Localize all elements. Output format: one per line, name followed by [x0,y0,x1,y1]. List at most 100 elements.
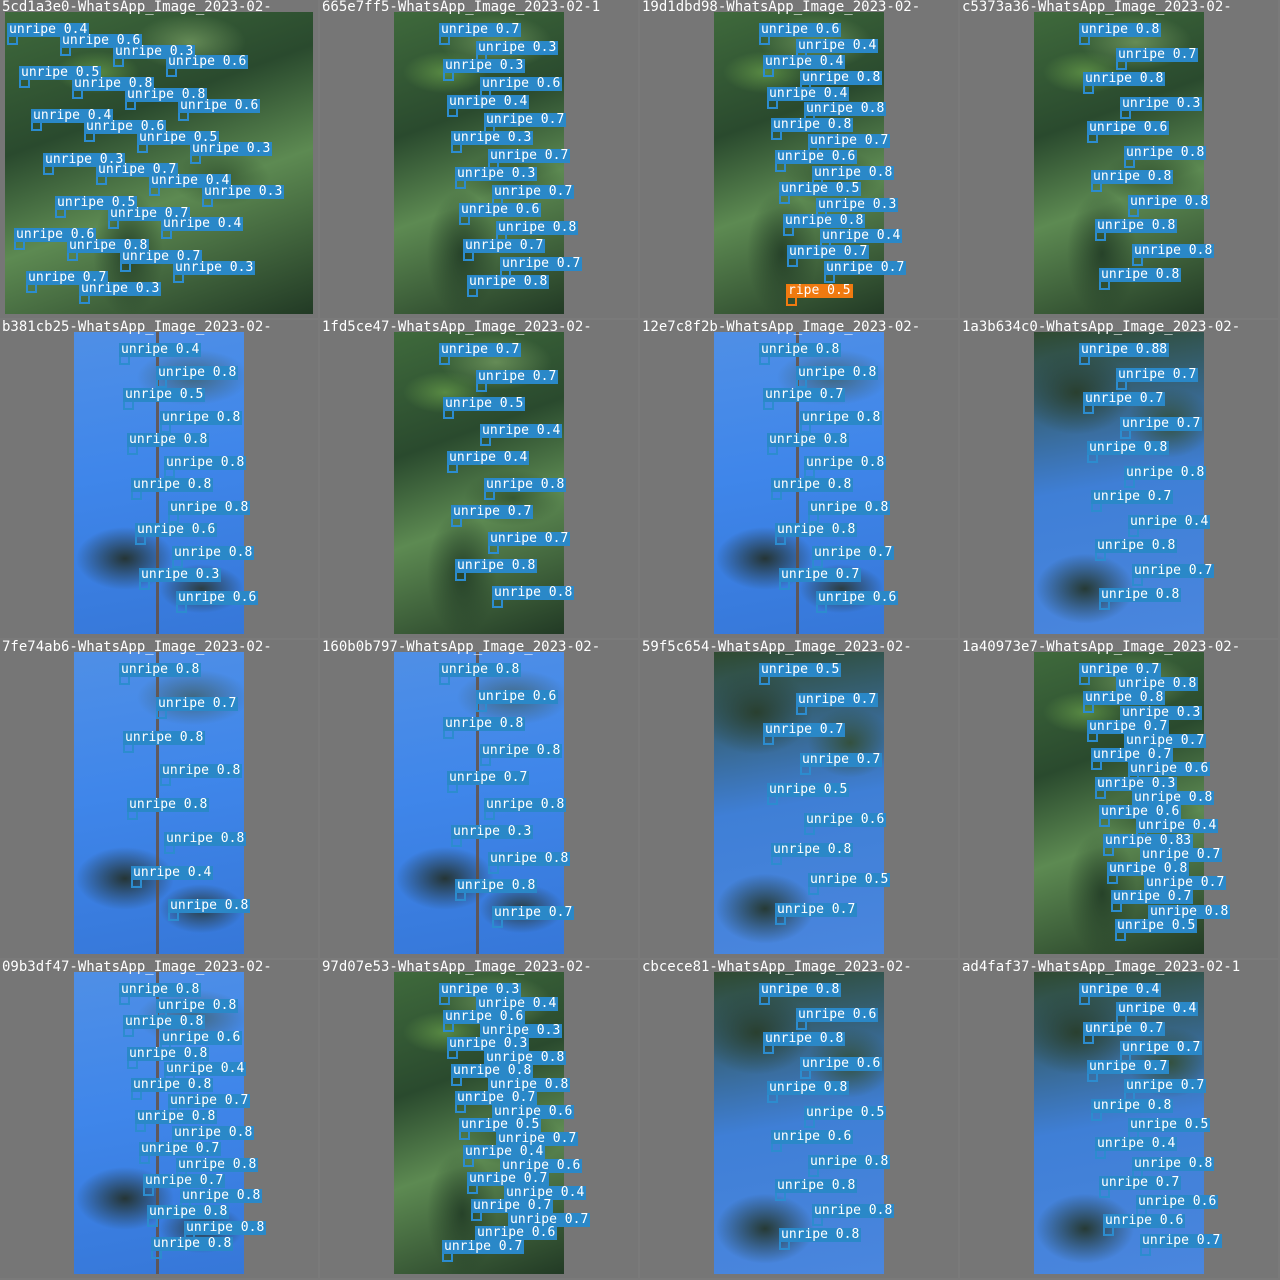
detection-label: unripe 0.7 [439,22,522,37]
detection-box: unripe 0.8 [156,361,239,388]
detection-box: unripe 0.7 [139,1137,222,1164]
detection-box: unripe 0.8 [1087,436,1170,463]
detection-box: unripe 0.8 [1124,141,1207,168]
detection-label: unripe 0.7 [1083,391,1166,406]
detection-box: unripe 0.4 [820,224,903,251]
grid-tile[interactable]: 09b3df47-WhatsApp_Image_2023-02- unripe 0… [0,960,318,1278]
detection-label: unripe 0.7 [796,692,879,707]
detection-box: unripe 0.7 [488,144,571,171]
detection-label: unripe 0.7 [156,696,239,711]
detection-box: unripe 0.7 [451,500,534,527]
detection-label: unripe 0.4 [763,54,846,69]
detection-label: unripe 0.4 [131,865,214,880]
detection-box: unripe 0.8 [168,496,251,523]
grid-tile[interactable]: 1fd5ce47-WhatsApp_Image_2023-02- unripe 0… [320,320,638,638]
grid-tile[interactable]: 5cd1a3e0-WhatsApp_Image_2023-02- unripe 0… [0,0,318,318]
detection-box: unripe 0.7 [455,1086,538,1113]
detection-box: unripe 0.7 [447,766,530,793]
detection-label: unripe 0.8 [775,1178,858,1193]
detection-label: unripe 0.7 [1087,1059,1170,1074]
detection-label: unripe 0.4 [820,228,903,243]
detection-box: unripe 0.4 [161,212,244,239]
detection-box: unripe 0.5 [123,383,206,410]
grid-tile[interactable]: cbcece81-WhatsApp_Image_2023-02- unripe 0… [640,960,958,1278]
detection-box: unripe 0.7 [824,256,907,283]
grid-tile[interactable]: 7fe74ab6-WhatsApp_Image_2023-02- unripe 0… [0,640,318,958]
grid-tile[interactable]: b381cb25-WhatsApp_Image_2023-02- unripe 0… [0,320,318,638]
grid-tile[interactable]: 160b0b797-WhatsApp_Image_2023-02- unripe … [320,640,638,958]
grid-tile[interactable]: 59f5c654-WhatsApp_Image_2023-02- unripe 0… [640,640,958,958]
grid-tile[interactable]: 12e7c8f2b-WhatsApp_Image_2023-02- unripe … [640,320,958,638]
detection-box: unripe 0.7 [808,129,891,156]
detection-box: unripe 0.8 [783,209,866,236]
grid-tile[interactable]: 1a3b634c0-WhatsApp_Image_2023-02-unripe … [960,320,1278,638]
detection-label: unripe 0.8 [119,662,202,677]
detection-label: unripe 0.6 [771,1129,854,1144]
detection-box: unripe 0.5 [137,126,220,153]
detection-label: unripe 0.8 [759,982,842,997]
detection-box: unripe 0.7 [1120,412,1203,439]
detection-label: unripe 0.3 [451,824,534,839]
tile-title: 1a40973e7-WhatsApp_Image_2023-02- [962,640,1241,655]
tile-photo [1034,12,1204,314]
detection-box: unripe 0.6 [166,50,249,77]
detection-box: unripe 0.4 [1116,997,1199,1024]
detection-label: unripe 0.7 [168,1093,251,1108]
detection-box: unripe 0.8 [800,66,883,93]
detection-box: unripe 0.8 [131,1073,214,1100]
grid-tile[interactable]: 97d07e53-WhatsApp_Image_2023-02- unripe 0… [320,960,638,1278]
detection-label: unripe 0.3 [190,141,273,156]
detection-label: unripe 0.7 [1120,1040,1203,1055]
detection-label: unripe 0.7 [488,531,571,546]
grid-tile[interactable]: c5373a36-WhatsApp_Image_2023-02- unripe 0… [960,0,1278,318]
detection-box: unripe 0.8 [1124,461,1207,488]
grid-tile[interactable]: 665e7ff5-WhatsApp_Image_2023-02-1 unripe … [320,0,638,318]
detection-label: unripe 0.7 [824,260,907,275]
detection-box: unripe 0.4 [7,18,90,45]
detection-label: unripe 0.8 [127,432,210,447]
detection-label: unripe 0.7 [143,1173,226,1188]
detection-label: unripe 0.6 [178,98,261,113]
detection-box: unripe 0.4 [1128,510,1211,537]
detection-label: unripe 0.3 [451,130,534,145]
detection-box: unripe 0.5 [19,61,102,88]
detection-box: unripe 0.7 [1111,885,1194,912]
detection-box: unripe 0.8 [151,1232,234,1259]
detection-box: unripe 0.3 [190,137,273,164]
detection-box: unripe 0.8 [808,1150,891,1177]
tile-title: 1a3b634c0-WhatsApp_Image_2023-02- [962,320,1241,335]
detection-box: unripe 0.7 [467,1167,550,1194]
detection-box: unripe 0.5 [808,868,891,895]
detection-box: unripe 0.8 [168,894,251,921]
detection-label: unripe 0.8 [767,432,850,447]
detection-box: unripe 0.7 [1099,1171,1182,1198]
detection-label: unripe 0.7 [1091,489,1174,504]
detection-label: unripe 0.8 [131,1077,214,1092]
detection-label: unripe 0.8 [455,878,538,893]
detection-label: unripe 0.7 [500,256,583,271]
detection-label: unripe 0.7 [488,148,571,163]
detection-label: unripe 0.8 [796,365,879,380]
grid-tile[interactable]: ad4faf37-WhatsApp_Image_2023-02-1 unripe … [960,960,1278,1278]
detection-box: unripe 0.8 [1132,786,1215,813]
detection-box: unripe 0.8 [775,518,858,545]
detection-box: unripe 0.8 [127,1042,210,1069]
detection-box: unripe 0.5 [1115,914,1198,941]
detection-box: unripe 0.8 [1107,857,1190,884]
grid-tile[interactable]: 19d1dbd98-WhatsApp_Image_2023-02- unripe … [640,0,958,318]
detection-label: unripe 0.8 [172,545,255,560]
detection-box: unripe 0.7 [763,383,846,410]
grid-tile[interactable]: 1a40973e7-WhatsApp_Image_2023-02-unripe … [960,640,1278,958]
detection-label: unripe 0.8 [131,477,214,492]
detection-box: unripe 0.7 [763,718,846,745]
detection-box: unripe 0.8 [812,161,895,188]
detection-label: unripe 0.8 [160,763,243,778]
detection-label: unripe 0.8 [1124,465,1207,480]
detection-label: unripe 0.6 [459,202,542,217]
detection-label: unripe 0.83 [1103,833,1194,848]
detection-box: unripe 0.7 [1087,1055,1170,1082]
detection-label: unripe 0.8 [1099,587,1182,602]
detection-label: unripe 0.4 [796,38,879,53]
detection-label: unripe 0.7 [1099,1175,1182,1190]
detection-box: unripe 0.6 [816,586,899,613]
